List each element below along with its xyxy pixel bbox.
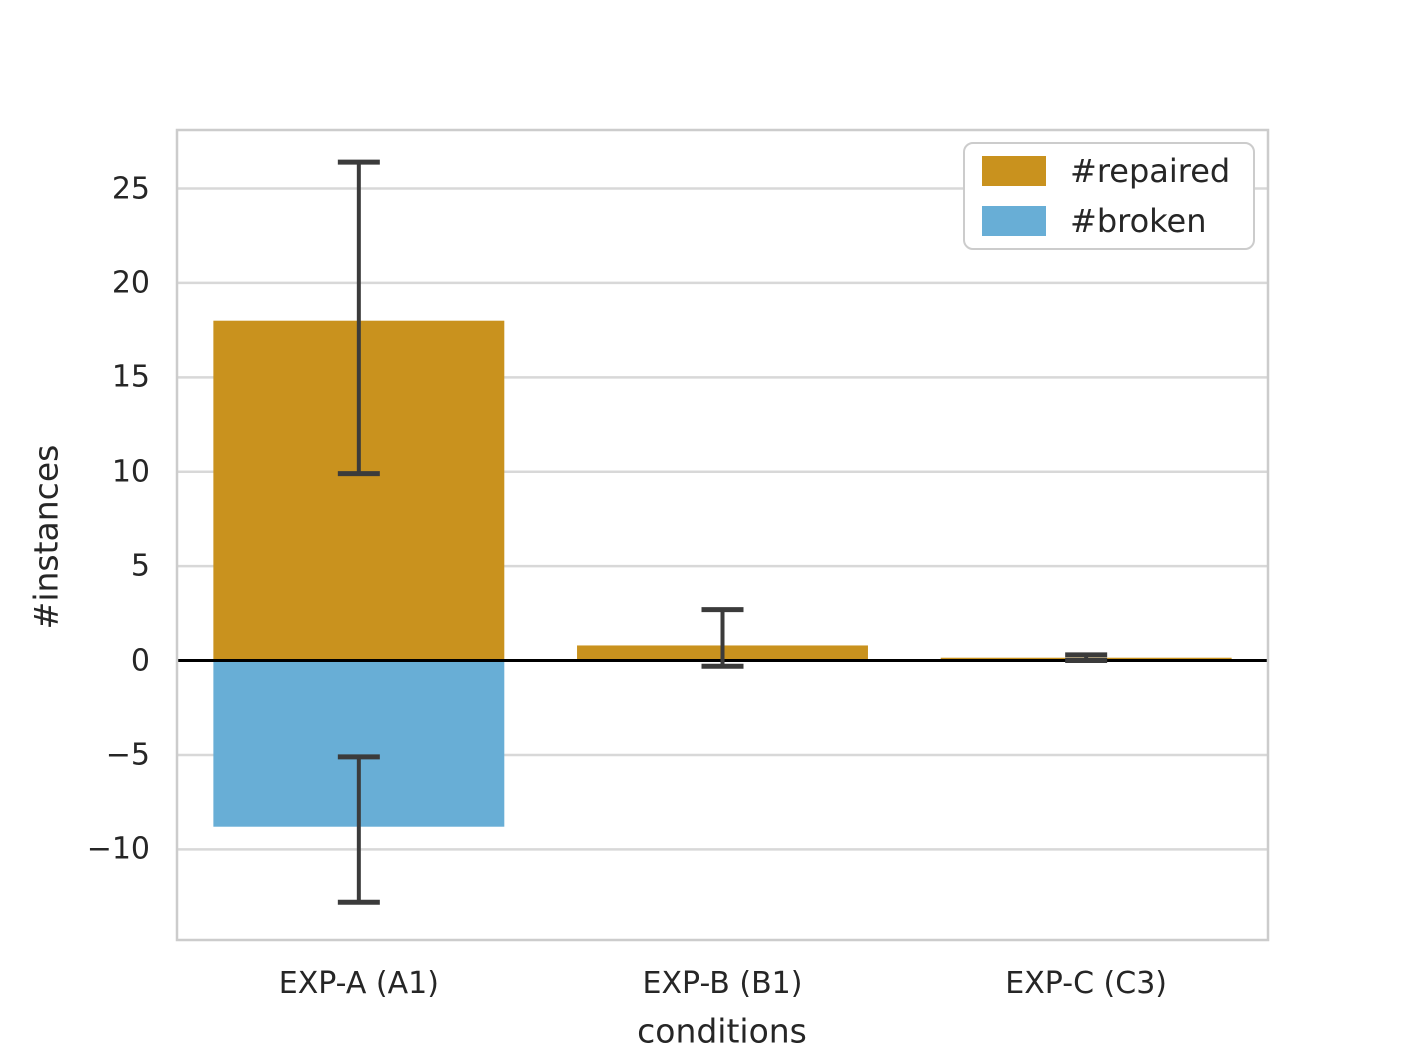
- plot-border: [175, 128, 1270, 942]
- legend: #repaired #broken: [963, 142, 1255, 250]
- legend-swatch: [982, 206, 1046, 236]
- y-tick-label: 10: [111, 454, 150, 490]
- legend-label: #repaired: [1070, 152, 1231, 190]
- y-tick-label: 20: [111, 265, 150, 301]
- y-tick-label: 0: [130, 643, 150, 679]
- legend-item: #repaired: [982, 150, 1253, 192]
- y-tick-label: 5: [130, 548, 150, 584]
- y-tick-label: −10: [86, 831, 150, 867]
- legend-item: #broken: [982, 200, 1253, 242]
- y-axis-label: #instances: [26, 444, 66, 630]
- x-tick-label: EXP-A (A1): [278, 966, 439, 1001]
- y-tick-label: −5: [105, 737, 150, 773]
- legend-label: #broken: [1070, 202, 1207, 240]
- y-tick-label: 25: [111, 171, 150, 207]
- x-axis-label: conditions: [637, 1011, 807, 1051]
- x-tick-label: EXP-B (B1): [642, 966, 803, 1001]
- x-tick-label: EXP-C (C3): [1005, 966, 1168, 1001]
- legend-swatch: [982, 156, 1046, 186]
- y-tick-label: 15: [111, 359, 150, 395]
